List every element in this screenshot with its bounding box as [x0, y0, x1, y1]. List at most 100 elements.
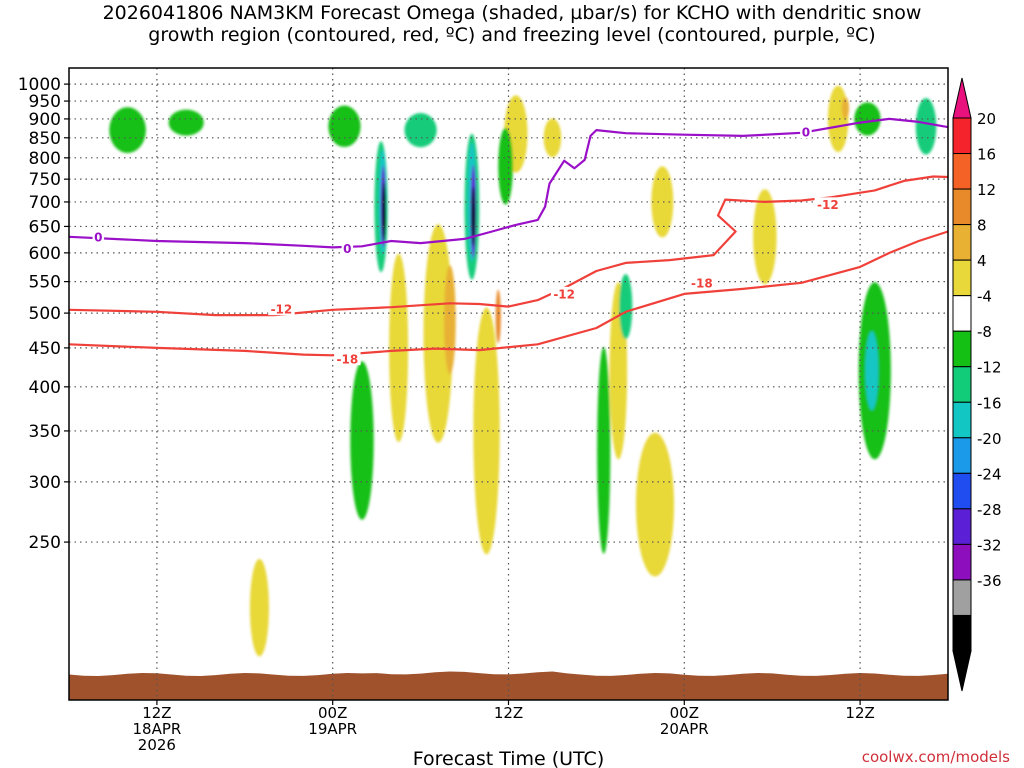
credit-text: coolwx.com/models	[861, 748, 1010, 766]
sinking-motion-area	[651, 166, 674, 238]
x-tick-label: 00Z	[670, 704, 699, 722]
contour-label: -18	[337, 353, 359, 367]
x-tick-label: 12Z	[845, 704, 874, 722]
x-tick-label: 19APR	[308, 720, 357, 738]
rising-motion-area	[865, 331, 879, 411]
colorbar-segment	[952, 259, 972, 297]
contour-label-bg	[550, 286, 578, 300]
dendritic-growth-contour	[69, 230, 948, 357]
contour-label-bg	[92, 229, 105, 243]
contour-label-bg	[268, 302, 295, 316]
colorbar-label: 12	[977, 181, 996, 199]
colorbar-segment	[952, 437, 972, 474]
rising-motion-area	[168, 109, 204, 136]
y-tick-label: 250	[29, 533, 61, 553]
contour-label-bg	[334, 352, 361, 366]
y-tick-label: 900	[29, 110, 61, 130]
colorbar-segment	[952, 366, 972, 403]
contour-label-bg	[688, 275, 716, 289]
sinking-motion-area	[444, 265, 456, 375]
sinking-motion-area	[473, 307, 500, 555]
x-tick-label: 2026	[138, 736, 176, 754]
colorbar-label: -36	[977, 572, 1002, 590]
colorbar-label: 16	[977, 146, 996, 164]
colorbar-label: -8	[977, 323, 992, 341]
y-tick-label: 400	[29, 378, 61, 398]
chart-title-line-2: growth region (contoured, red, ºC) and f…	[148, 24, 876, 46]
sinking-motion-area	[495, 289, 501, 344]
rising-motion-area	[915, 98, 937, 155]
colorbar-segment	[952, 614, 972, 652]
x-tick-label: 12Z	[142, 704, 171, 722]
rising-motion-area	[597, 347, 611, 554]
colorbar-segment	[952, 543, 972, 581]
colorbar-segment	[952, 117, 972, 155]
colorbar-top-arrow	[952, 77, 972, 119]
colorbar-label: 8	[977, 217, 987, 235]
colorbar-segment	[952, 295, 972, 332]
y-tick-label: 450	[29, 339, 61, 359]
x-tick-label: 18APR	[132, 720, 181, 738]
contour-label: 0	[94, 230, 102, 244]
colorbar-segment	[952, 579, 972, 616]
sinking-motion-area	[635, 432, 675, 577]
y-tick-label: 700	[29, 193, 61, 213]
rising-motion-area	[471, 186, 476, 247]
y-tick-label: 1000	[18, 75, 61, 95]
y-tick-label: 600	[29, 244, 61, 264]
rising-motion-area	[350, 361, 374, 520]
contour-label: -12	[271, 303, 293, 317]
colorbar-label: -32	[977, 536, 1002, 554]
colorbar-label: -20	[977, 430, 1002, 448]
contour-label: -12	[817, 198, 839, 212]
y-tick-label: 800	[29, 149, 61, 169]
rising-motion-area	[381, 182, 386, 241]
colorbar-label: -28	[977, 501, 1002, 519]
colorbar-label: 4	[977, 252, 987, 270]
colorbar-segment	[952, 472, 972, 510]
y-tick-label: 350	[29, 422, 61, 442]
contour-label: -12	[553, 287, 575, 301]
colorbar-segment	[952, 508, 972, 545]
x-axis-title: Forecast Time (UTC)	[413, 748, 604, 768]
y-tick-label: 550	[29, 273, 61, 293]
sinking-motion-area	[841, 97, 850, 119]
x-tick-label: 20APR	[660, 720, 709, 738]
rising-motion-area	[404, 113, 437, 148]
colorbar-segment	[952, 330, 972, 368]
y-axis: 2503003504004505005506006507007508008509…	[18, 75, 69, 553]
colorbar: 20 16 12 8 4 -4 -8 -12 -16 -20 -24 -28 -32 -36	[952, 77, 1002, 692]
colorbar-label: -24	[977, 465, 1002, 483]
x-tick-label: 12Z	[494, 704, 523, 722]
colorbar-segment	[952, 401, 972, 439]
contour-label: 0	[343, 242, 351, 256]
colorbar-label: -16	[977, 394, 1002, 412]
omega-shading	[109, 85, 937, 657]
contour-label-bg	[814, 197, 842, 211]
dendritic-growth-contour	[69, 175, 948, 317]
y-tick-label: 750	[29, 170, 61, 190]
colorbar-label: -12	[977, 359, 1002, 377]
contour-label: -18	[691, 276, 713, 290]
colorbar-label: -4	[977, 288, 992, 306]
chart-title-line-1: 2026041806 NAM3KM Forecast Omega (shaded…	[102, 2, 922, 24]
colorbar-label: 20	[977, 110, 996, 128]
rising-motion-area	[498, 127, 513, 205]
contour-label-bg	[800, 125, 812, 139]
sinking-motion-area	[389, 253, 409, 443]
colorbar-segment	[952, 153, 972, 190]
colorbar-segment	[952, 188, 972, 226]
rising-motion-area	[109, 107, 146, 153]
contour-label: 0	[802, 126, 810, 140]
y-tick-label: 650	[29, 217, 61, 237]
sinking-motion-area	[753, 189, 777, 285]
terrain-group	[69, 671, 948, 700]
y-tick-label: 950	[29, 92, 61, 112]
contour-labels: -18 -12 -12 -18 -12 0 0 0	[92, 125, 842, 367]
y-tick-label: 850	[29, 129, 61, 149]
rising-motion-area	[619, 274, 633, 340]
colorbar-bottom-arrow	[952, 650, 972, 692]
sinking-motion-area	[543, 118, 562, 158]
y-tick-label: 300	[29, 473, 61, 493]
